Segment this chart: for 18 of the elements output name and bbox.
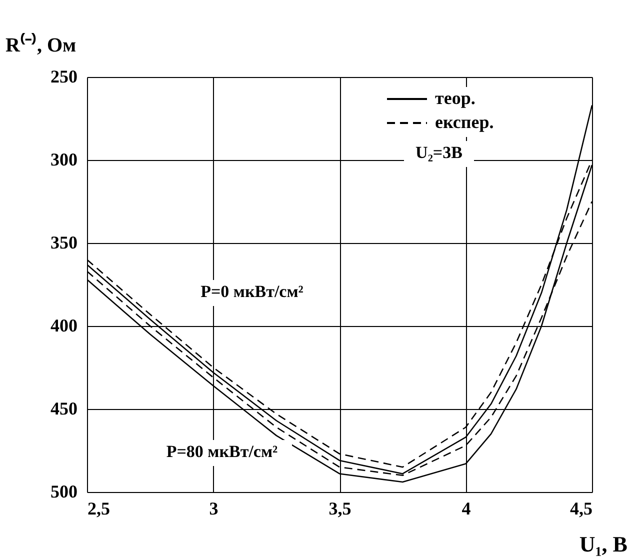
legend-label: теор. <box>435 88 476 108</box>
y-tick-label: 300 <box>50 150 78 170</box>
x-tick-label: 3,5 <box>328 498 352 518</box>
y-tick-label: 350 <box>50 232 78 252</box>
annotation: U₂=3В <box>416 143 462 162</box>
legend-label: експер. <box>435 112 494 132</box>
x-axis-title: U₁, В <box>579 532 628 556</box>
y-tick-label: 450 <box>50 398 78 418</box>
x-tick-label: 4,5 <box>570 498 592 518</box>
annotation: P=0 мкВт/см² <box>200 282 304 301</box>
y-tick-label: 500 <box>50 482 78 502</box>
y-axis-title: R⁽⁻⁾, Ом <box>6 32 76 56</box>
y-tick-label: 250 <box>50 66 78 86</box>
x-tick-label: 3 <box>209 498 218 518</box>
x-tick-label: 2,5 <box>88 498 110 518</box>
annotation: P=80 мкВт/см² <box>166 442 278 461</box>
x-tick-label: 4 <box>462 498 471 518</box>
y-tick-label: 400 <box>50 316 78 336</box>
